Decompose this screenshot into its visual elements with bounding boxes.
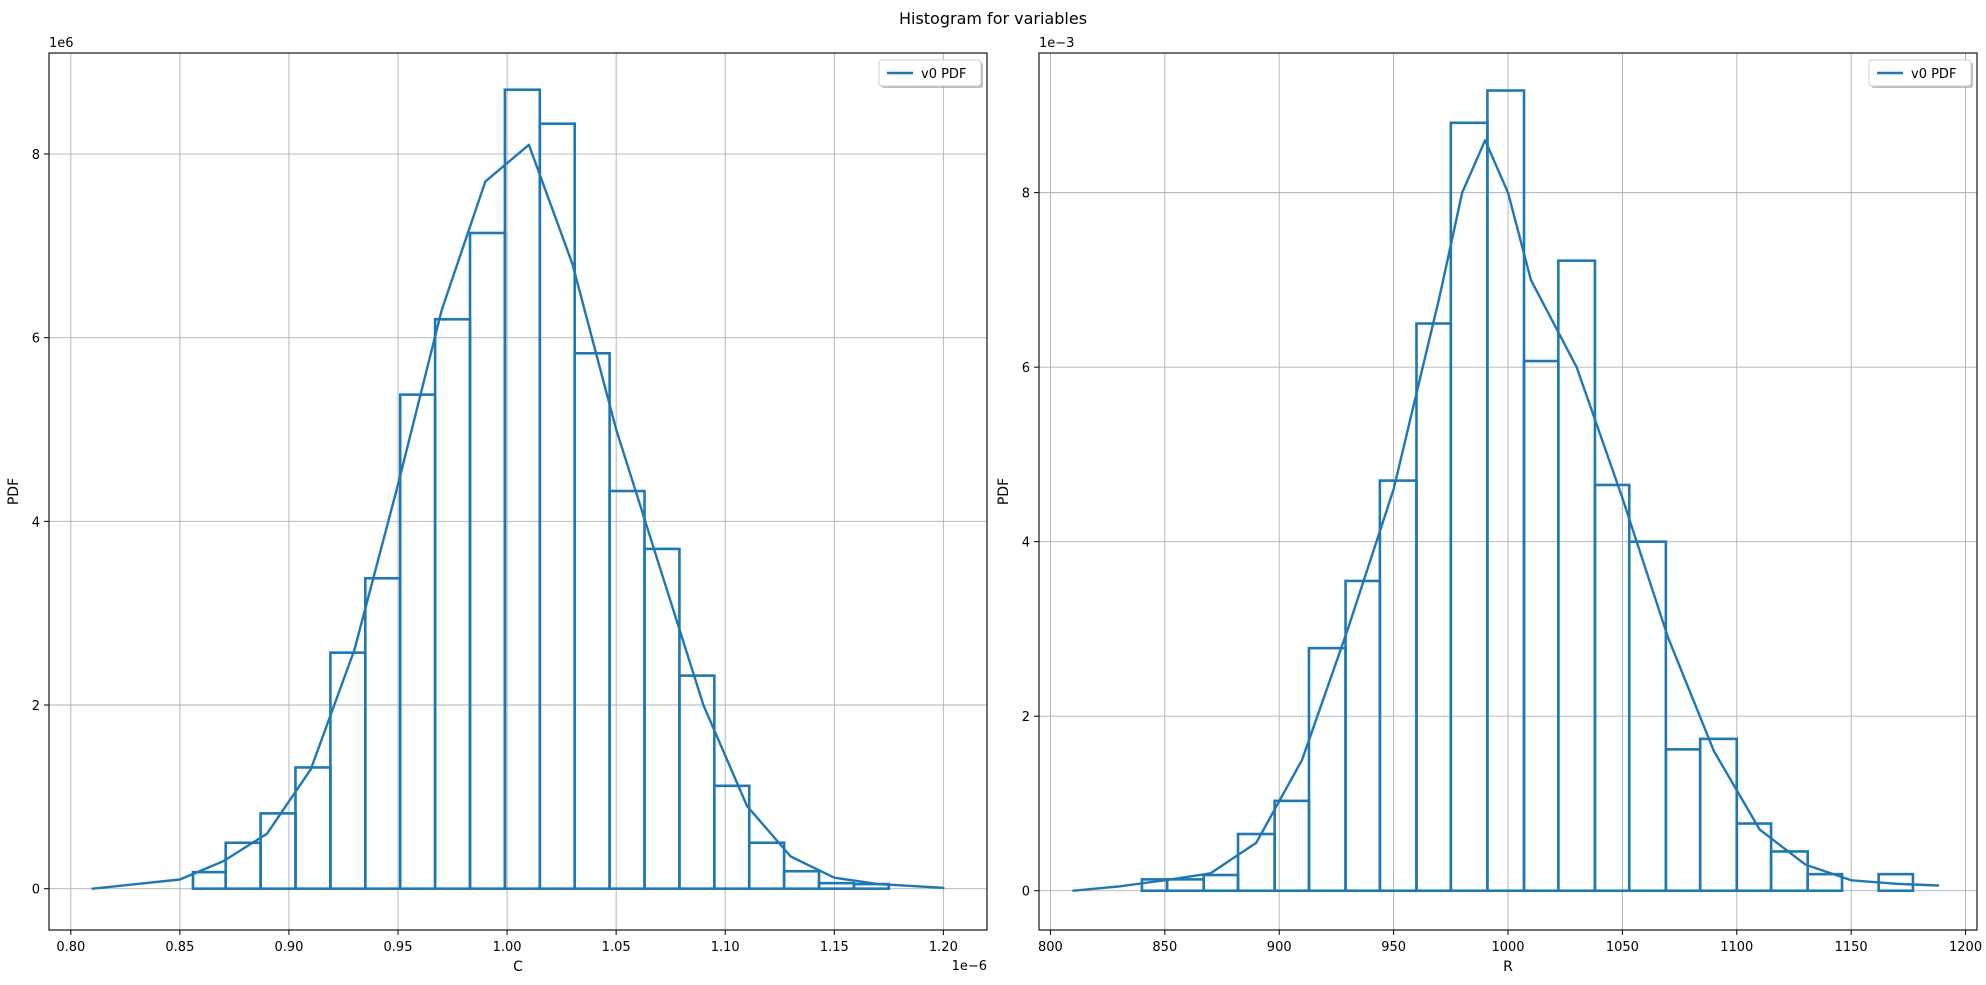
x-tick-label: 800	[1038, 940, 1063, 955]
x-tick-label: 1.15	[820, 940, 849, 955]
pdf-curve	[91, 143, 945, 890]
x-tick-label: 0.90	[274, 940, 303, 955]
x-tick-label: 1.20	[929, 940, 958, 955]
histogram-bar	[259, 812, 297, 890]
figure-title: Histogram for variables	[899, 9, 1087, 28]
x-tick-label: 850	[1152, 940, 1177, 955]
x-axis-label: R	[1503, 959, 1513, 975]
histogram-bar	[503, 88, 542, 890]
histogram-bar	[817, 881, 856, 890]
histogram-bar	[678, 674, 716, 890]
x-tick-label: 1000	[1491, 940, 1524, 955]
histogram-bar	[191, 870, 227, 890]
histogram-bar	[608, 489, 646, 890]
histogram-bar	[1557, 259, 1597, 893]
axes-frame	[48, 52, 988, 931]
x-tick-label: 1150	[1835, 940, 1868, 955]
histogram-bar	[1522, 359, 1560, 893]
y-tick-label: 6	[32, 332, 40, 347]
y-tick-label: 2	[1022, 710, 1030, 725]
histogram-bar	[643, 547, 681, 890]
histogram-bar	[1486, 89, 1526, 893]
histogram-bar	[1449, 121, 1489, 893]
histogram-bar	[782, 869, 821, 890]
histogram-bar	[364, 576, 402, 890]
legend-box	[1868, 59, 1972, 87]
y-tick-label: 8	[1022, 187, 1030, 202]
histogram-bar	[713, 784, 751, 890]
histogram-bar	[1415, 322, 1453, 893]
histogram-bar	[1769, 850, 1810, 893]
x-tick-label: 950	[1381, 940, 1406, 955]
histogram-panel-c: 0.80 0.85 0.90 0.95 1.00 1.05 1.10 1.15 1.20 0 2 4 6…	[6, 36, 988, 975]
histogram-bar	[1627, 540, 1668, 893]
y-tick-label: 4	[32, 515, 40, 530]
x-tick-label: 1050	[1606, 940, 1639, 955]
y-tick-label: 0	[1022, 885, 1030, 900]
x-tick-label: 0.85	[165, 940, 194, 955]
y-axis-label: PDF	[996, 478, 1012, 505]
histogram-bar	[1806, 872, 1844, 893]
x-tick-label: 1.00	[493, 940, 522, 955]
pdf-curve	[1072, 139, 1940, 892]
y-tick-label: 2	[32, 699, 40, 714]
histogram-bar	[573, 351, 611, 890]
histogram-bar	[433, 318, 472, 890]
histogram-bar	[329, 651, 367, 890]
histogram-bar	[1273, 799, 1311, 893]
histogram-panel-r: 800 850 900 950 1000 1050 1100 1150 1200 0 2 4 6 8 R PD…	[996, 36, 1982, 975]
x-tick-label: 1100	[1720, 940, 1753, 955]
x-offset-text: 1e−6	[952, 959, 987, 974]
y-tick-label: 6	[1022, 361, 1030, 376]
x-tick-label: 1.05	[602, 940, 631, 955]
histogram-bar	[468, 231, 507, 890]
x-tick-label: 900	[1267, 940, 1292, 955]
y-offset-text: 1e−3	[1039, 36, 1074, 51]
histogram-bar	[747, 841, 786, 890]
histogram-bar	[1664, 748, 1702, 893]
y-offset-text: 1e6	[49, 36, 74, 51]
x-tick-label: 0.80	[56, 940, 85, 955]
histogram-bar	[1202, 873, 1240, 893]
histogram-bar	[538, 122, 577, 890]
y-tick-label: 0	[32, 883, 40, 898]
histogram-bar	[1344, 579, 1382, 893]
legend-label: v0 PDF	[921, 67, 966, 82]
x-tick-label: 0.95	[384, 940, 413, 955]
histogram-bar	[1165, 878, 1206, 893]
x-tick-label: 1200	[1949, 940, 1982, 955]
histogram-bar	[1593, 483, 1631, 893]
y-tick-label: 4	[1022, 536, 1030, 551]
histogram-bar	[398, 393, 437, 890]
y-axis-label: PDF	[6, 478, 22, 505]
legend-box	[878, 59, 982, 87]
histogram-bar	[1698, 737, 1739, 893]
y-tick-label: 8	[32, 148, 40, 163]
legend-label: v0 PDF	[1911, 67, 1956, 82]
x-axis-label: C	[513, 959, 523, 975]
x-tick-label: 1.10	[711, 940, 740, 955]
